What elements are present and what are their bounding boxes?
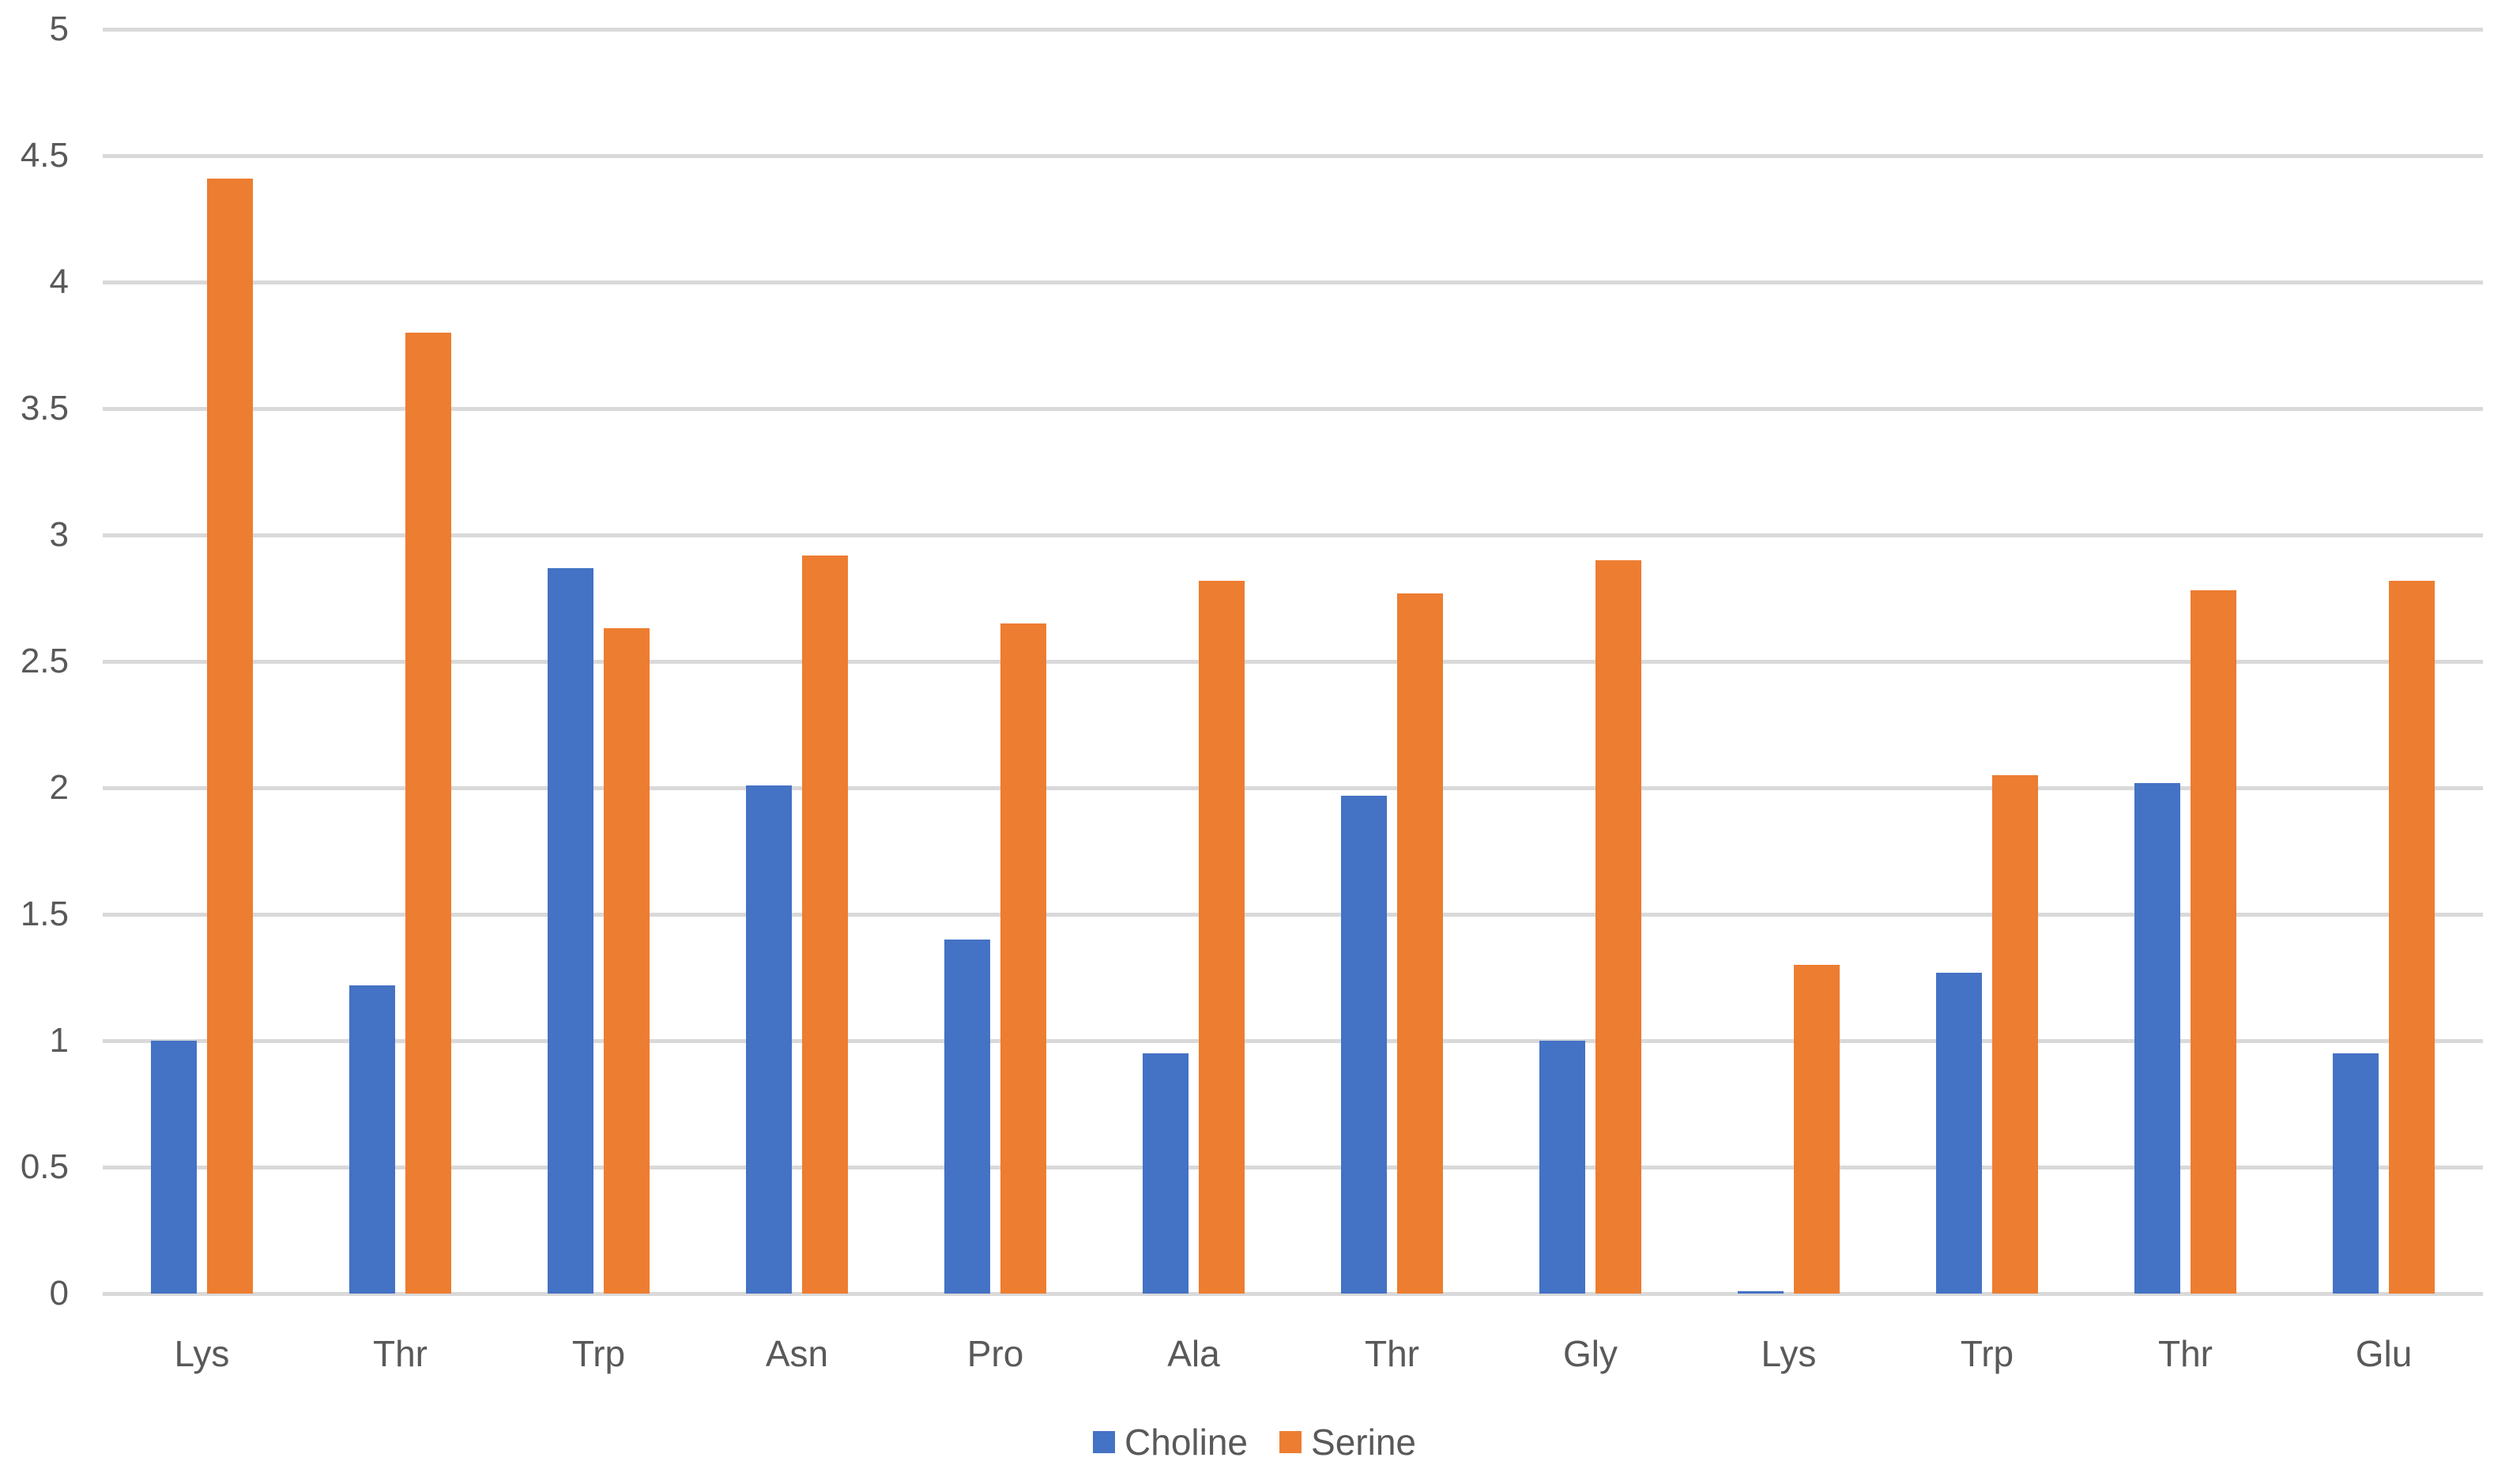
x-axis-category-label: Thr xyxy=(1365,1333,1419,1374)
bar-choline xyxy=(1341,795,1387,1294)
gridline xyxy=(103,912,2483,917)
bars-container xyxy=(103,29,2483,1294)
gridline xyxy=(103,1038,2483,1043)
bar-serine xyxy=(1397,593,1443,1294)
bar-group-thr xyxy=(2086,29,2285,1294)
x-axis-category-label: Ala xyxy=(1167,1333,1220,1374)
gridline xyxy=(103,1291,2483,1296)
x-axis-category-label: Thr xyxy=(2158,1333,2213,1374)
bar-choline xyxy=(151,1041,197,1294)
x-axis-category-label: Gly xyxy=(1563,1333,1618,1374)
gridline xyxy=(103,785,2483,790)
x-axis-category-label: Glu xyxy=(2355,1333,2413,1374)
legend-label: Choline xyxy=(1125,1422,1249,1463)
bar-serine xyxy=(1794,965,1840,1294)
gridline xyxy=(103,1165,2483,1169)
legend-color-swatch-choline xyxy=(1093,1431,1116,1453)
y-axis-tick-label: 2.5 xyxy=(20,642,69,680)
y-axis-tick-label: 1 xyxy=(49,1021,69,1060)
bar-choline xyxy=(1539,1041,1585,1294)
bar-choline xyxy=(548,567,593,1294)
y-axis-tick-label: 0 xyxy=(49,1274,69,1313)
y-axis-tick-label: 4.5 xyxy=(20,136,69,175)
legend-item-choline: Choline xyxy=(1093,1422,1248,1462)
x-axis-category-label: Lys xyxy=(174,1333,230,1374)
bar-group-trp xyxy=(499,29,698,1294)
bar-choline xyxy=(2134,782,2180,1294)
x-axis-category-label: Asn xyxy=(765,1333,829,1374)
legend-label: Serine xyxy=(1311,1422,1416,1463)
y-axis-tick-label: 3 xyxy=(49,515,69,554)
bar-choline xyxy=(1936,972,1982,1294)
y-axis-tick-label: 3.5 xyxy=(20,389,69,427)
bar-group-thr xyxy=(301,29,499,1294)
bar-group-pro xyxy=(896,29,1094,1294)
bar-group-lys xyxy=(1690,29,1888,1294)
bar-serine xyxy=(405,333,451,1294)
x-axis-category-label: Trp xyxy=(1960,1333,2014,1374)
bar-group-ala xyxy=(1094,29,1293,1294)
y-axis-tick-label: 0.5 xyxy=(20,1147,69,1186)
bar-serine xyxy=(1199,580,1245,1294)
bar-serine xyxy=(2191,590,2236,1294)
bar-choline xyxy=(349,985,395,1294)
gridline xyxy=(103,659,2483,664)
bar-serine xyxy=(1595,560,1641,1294)
bar-serine xyxy=(1992,775,2038,1294)
bar-group-gly xyxy=(1491,29,1690,1294)
bar-serine xyxy=(802,555,848,1294)
gridline xyxy=(103,406,2483,411)
bar-serine xyxy=(604,628,650,1294)
gridline xyxy=(103,533,2483,537)
legend-color-swatch-serine xyxy=(1279,1431,1302,1453)
plot-area xyxy=(103,27,2483,1296)
y-axis: 0 0.5 1 1.5 2 2.5 3 3.5 4 4.5 5 xyxy=(0,12,75,1311)
x-axis-category-label: Trp xyxy=(571,1333,626,1374)
gridline xyxy=(103,153,2483,158)
y-axis-tick-label: 5 xyxy=(49,9,69,48)
bar-group-glu xyxy=(2285,29,2483,1294)
bar-serine xyxy=(1000,623,1046,1294)
x-axis: Lys Thr Trp Asn Pro Ala Thr Gly Lys Trp Thr Glu xyxy=(103,1294,2483,1373)
y-axis-tick-label: 4 xyxy=(49,262,69,301)
y-axis-tick-label: 1.5 xyxy=(20,895,69,933)
bar-group-trp xyxy=(1888,29,2086,1294)
bar-group-thr xyxy=(1293,29,1491,1294)
bar-choline xyxy=(1143,1053,1189,1294)
legend: Choline Serine xyxy=(0,1422,2509,1462)
bar-choline xyxy=(944,940,990,1294)
x-axis-category-label: Thr xyxy=(373,1333,428,1374)
bar-serine xyxy=(2389,580,2435,1294)
gridline xyxy=(103,27,2483,32)
bar-group-lys xyxy=(103,29,301,1294)
x-axis-category-label: Lys xyxy=(1761,1333,1817,1374)
legend-item-serine: Serine xyxy=(1279,1422,1416,1462)
bar-choline xyxy=(746,785,792,1294)
bar-choline xyxy=(2333,1053,2379,1294)
y-axis-tick-label: 2 xyxy=(49,768,69,807)
bar-group-asn xyxy=(698,29,896,1294)
x-axis-category-label: Pro xyxy=(966,1333,1024,1374)
gridline xyxy=(103,280,2483,284)
bar-serine xyxy=(207,178,253,1294)
bar-choline xyxy=(1738,1290,1784,1294)
